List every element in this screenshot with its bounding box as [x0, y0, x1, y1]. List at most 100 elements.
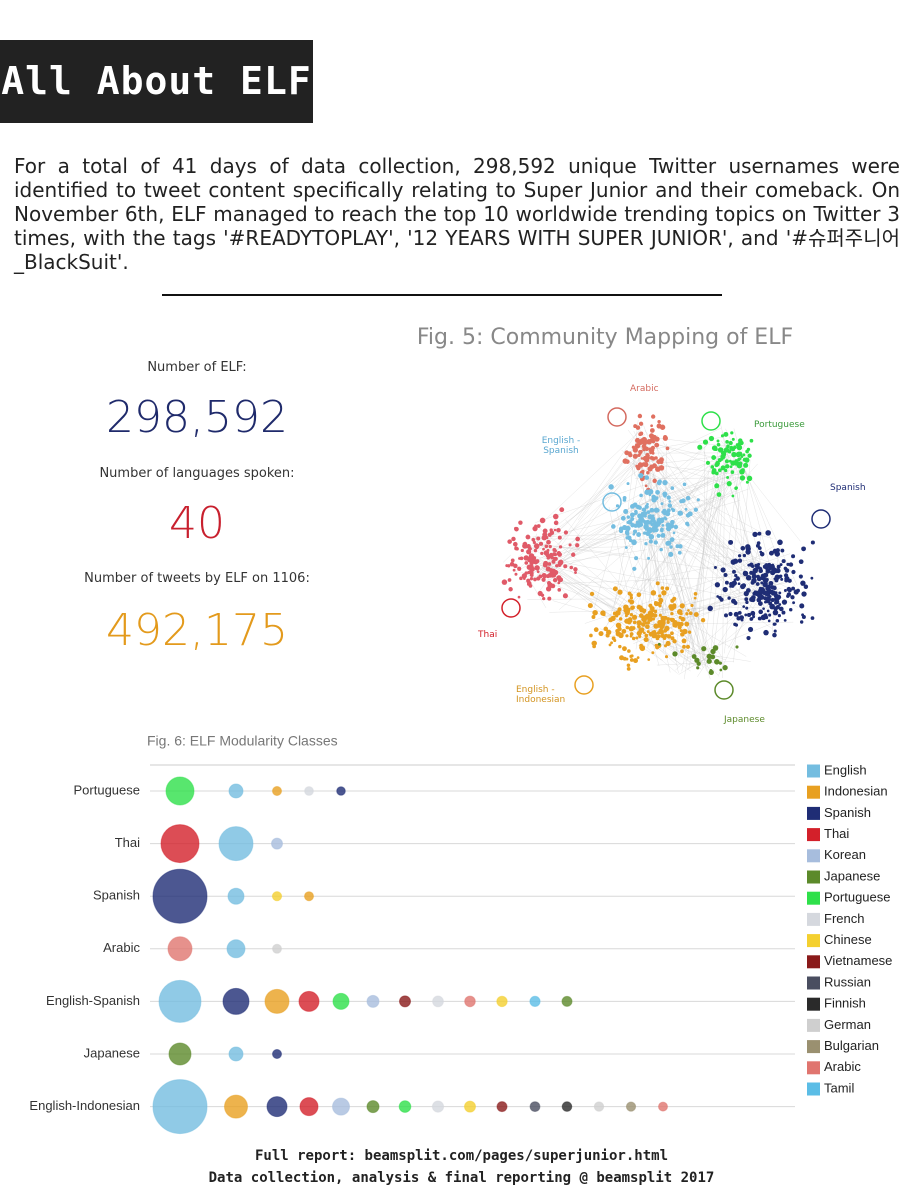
- network-node: [654, 643, 658, 648]
- network-node: [685, 612, 689, 616]
- network-edge: [649, 530, 756, 577]
- network-node: [705, 460, 710, 465]
- network-node: [668, 523, 675, 529]
- network-node: [796, 588, 800, 593]
- network-node: [798, 559, 804, 565]
- network-node: [770, 597, 775, 603]
- network-node: [557, 535, 562, 540]
- network-edge: [539, 549, 648, 567]
- network-node: [728, 539, 734, 545]
- network-node: [641, 436, 648, 443]
- network-node: [714, 659, 720, 665]
- legend-swatch: [807, 1040, 820, 1054]
- network-node: [708, 435, 715, 442]
- network-node: [638, 522, 644, 527]
- network-node: [534, 524, 538, 528]
- network-node: [776, 576, 780, 580]
- network-node: [791, 586, 796, 591]
- network-node: [618, 528, 624, 534]
- network-edge: [600, 452, 723, 635]
- network-node: [670, 611, 674, 616]
- network-node: [643, 631, 646, 635]
- network-node: [749, 438, 754, 443]
- network-node: [646, 454, 650, 458]
- network-node: [542, 528, 548, 534]
- network-edge: [674, 508, 766, 599]
- network-node: [625, 459, 630, 464]
- network-node: [542, 596, 546, 601]
- network-node: [714, 483, 720, 489]
- network-node: [700, 617, 706, 623]
- network-node: [533, 548, 538, 553]
- network-node: [701, 646, 707, 652]
- network-node: [640, 511, 645, 516]
- network-node: [625, 625, 630, 630]
- network-node: [770, 585, 775, 590]
- legend-swatch: [807, 764, 820, 778]
- network-node: [642, 618, 647, 623]
- bubble: [561, 995, 573, 1007]
- network-node: [713, 565, 717, 570]
- network-node: [769, 589, 775, 595]
- network-node: [551, 574, 555, 577]
- network-node: [742, 453, 746, 457]
- network-node: [803, 584, 809, 589]
- network-node: [589, 633, 593, 638]
- network-node: [666, 540, 672, 546]
- network-node: [593, 627, 599, 633]
- network-node: [673, 524, 679, 530]
- bubble: [432, 995, 444, 1008]
- network-node: [629, 632, 634, 636]
- network-node: [526, 549, 532, 555]
- network-node: [746, 475, 753, 482]
- network-node: [644, 504, 649, 509]
- bubble: [152, 1079, 208, 1135]
- network-edge: [667, 536, 759, 606]
- network-node: [725, 464, 730, 469]
- network-node: [647, 527, 653, 532]
- network-edge: [703, 450, 752, 573]
- network-node: [541, 572, 547, 578]
- network-node: [702, 439, 709, 445]
- network-node: [547, 562, 552, 566]
- bubble: [272, 943, 282, 954]
- network-node: [655, 581, 660, 586]
- network-node: [664, 655, 669, 659]
- network-node: [665, 640, 671, 647]
- network-node: [653, 507, 660, 513]
- network-node: [769, 564, 775, 570]
- network-node: [786, 592, 792, 597]
- network-edge: [640, 472, 664, 615]
- legend-label: German: [824, 1017, 871, 1032]
- network-marker: [501, 598, 521, 618]
- network-node: [651, 496, 657, 503]
- network-node: [624, 546, 628, 549]
- network-node: [764, 591, 770, 597]
- network-node: [666, 634, 672, 639]
- network-node: [718, 595, 722, 600]
- network-node: [610, 617, 614, 621]
- bubble: [304, 786, 314, 796]
- network-edge: [647, 485, 714, 665]
- network-node: [518, 520, 523, 525]
- network-edge: [549, 576, 747, 585]
- network-node: [622, 646, 627, 652]
- network-node: [708, 669, 714, 675]
- legend-label: Vietnamese: [824, 953, 892, 968]
- network-node: [563, 530, 569, 535]
- legend-label: Indonesian: [824, 784, 888, 799]
- network-node: [778, 603, 782, 606]
- network-node: [645, 530, 651, 537]
- network-node: [696, 498, 700, 502]
- network-node: [726, 476, 730, 479]
- bubble: [366, 1100, 380, 1114]
- network-node: [730, 460, 736, 466]
- network-node: [627, 599, 632, 603]
- network-node: [731, 580, 737, 586]
- bubble: [152, 868, 208, 924]
- network-node: [691, 654, 697, 659]
- network-node: [679, 511, 683, 516]
- network-node: [519, 576, 523, 581]
- network-node: [781, 599, 788, 605]
- network-node: [644, 633, 649, 638]
